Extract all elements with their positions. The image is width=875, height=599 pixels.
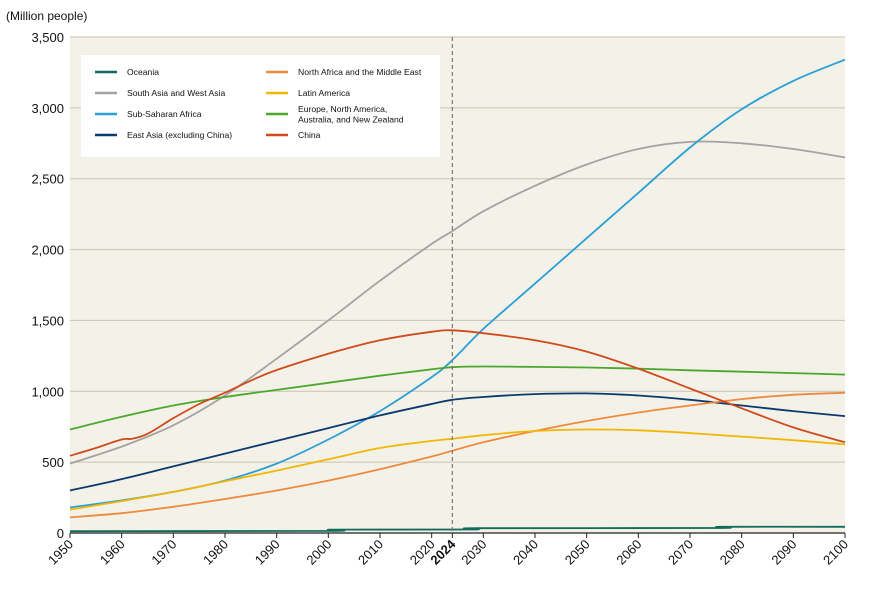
legend-label: China <box>298 130 321 140</box>
x-tick-label-highlight: 2024 <box>427 536 459 568</box>
x-tick-label: 1950 <box>45 537 76 568</box>
legend-label: Latin America <box>298 88 350 98</box>
y-tick-label: 2,000 <box>31 243 64 258</box>
legend-label: East Asia (excluding China) <box>127 130 232 140</box>
y-axis-ticks: 0 500 1,000 1,500 2,000 2,500 3,000 3,500 <box>31 30 64 541</box>
x-tick-label: 2100 <box>820 537 851 568</box>
series-line-east-asia-excluding-china <box>69 392 846 492</box>
y-tick-label: 500 <box>42 455 64 470</box>
series-line-south-asia-and-west-asia <box>69 140 846 465</box>
series-line-oceania <box>69 525 846 533</box>
y-tick-label: 2,500 <box>31 172 64 187</box>
x-tick-label: 1970 <box>148 537 179 568</box>
y-tick-label: 1,000 <box>31 384 64 399</box>
x-tick-label: 2040 <box>510 537 541 568</box>
x-tick-label: 2010 <box>355 537 386 568</box>
x-tick-label: 2050 <box>562 537 593 568</box>
legend-box <box>81 55 440 157</box>
y-tick-label: 3,500 <box>31 30 64 45</box>
x-tick-label: 1960 <box>97 537 128 568</box>
y-tick-label: 0 <box>57 526 64 541</box>
y-tick-label: 1,500 <box>31 313 64 328</box>
x-tick-label: 1980 <box>200 537 231 568</box>
x-tick-label: 2090 <box>768 537 799 568</box>
x-tick-label: 2060 <box>613 537 644 568</box>
y-unit-label: (Million people) <box>6 9 87 23</box>
legend-label: Sub-Saharan Africa <box>127 109 202 119</box>
x-tick-label: 2000 <box>303 537 334 568</box>
legend-label: North Africa and the Middle East <box>298 67 422 77</box>
legend: Oceania South Asia and West Asia Sub-Sahar… <box>81 55 440 157</box>
legend-label: Europe, North America, Australia, and New… <box>298 104 404 125</box>
series-line-china <box>69 329 846 457</box>
legend-label: South Asia and West Asia <box>127 88 225 98</box>
x-tick-label: 2070 <box>665 537 696 568</box>
x-tick-label: 1990 <box>252 537 283 568</box>
grid-lines <box>70 36 845 463</box>
x-tick-label: 2030 <box>458 537 489 568</box>
x-tick-label: 2080 <box>717 537 748 568</box>
y-tick-label: 3,000 <box>31 101 64 116</box>
legend-label: Oceania <box>127 67 159 77</box>
